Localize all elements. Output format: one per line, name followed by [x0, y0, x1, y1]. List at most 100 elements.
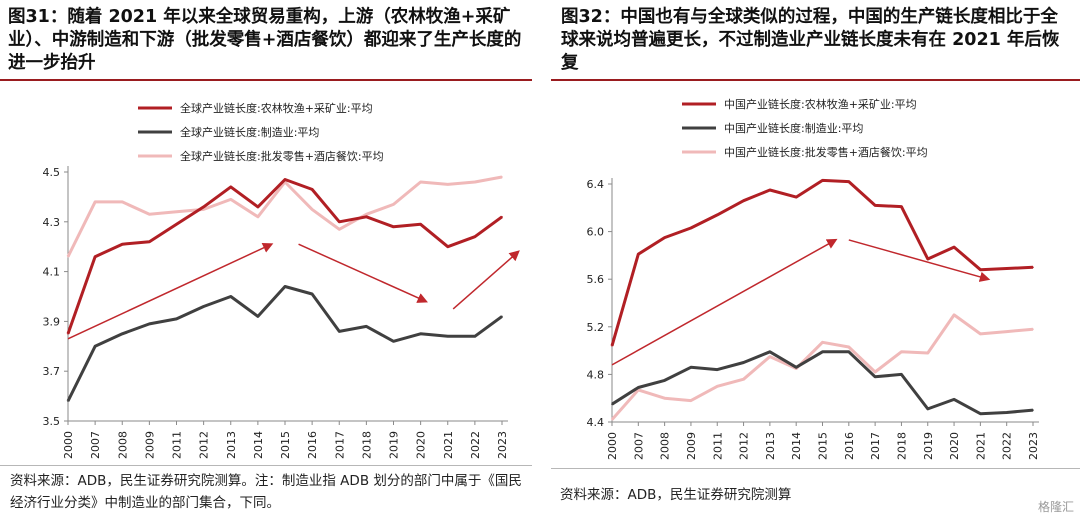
data-point: [148, 323, 151, 325]
data-point: [419, 181, 422, 183]
y-tick-label: 3.5: [43, 415, 61, 428]
data-point: [284, 178, 286, 181]
data-point: [229, 186, 232, 188]
x-tick-label: 2018: [360, 431, 373, 459]
data-point: [848, 180, 850, 183]
legend-label-1: 全球产业链长度:制造业:平均: [180, 125, 319, 139]
data-point: [311, 188, 313, 191]
y-tick-label: 3.7: [43, 365, 61, 378]
data-point: [392, 225, 395, 228]
data-point: [311, 293, 313, 295]
data-point: [979, 268, 982, 271]
x-tick-label: 2000: [606, 432, 619, 460]
x-tick-label: 2014: [252, 431, 265, 459]
data-point: [501, 176, 503, 178]
x-tick-label: 2011: [711, 432, 724, 460]
trend-arrow-2: [452, 250, 520, 310]
data-point: [769, 355, 771, 358]
y-tick-label: 4.4: [587, 416, 605, 429]
data-point: [338, 221, 341, 223]
x-tick-label: 2014: [790, 432, 803, 460]
legend-label-0: 中国产业链长度:农林牧渔+采矿业:平均: [724, 97, 917, 111]
legend-label-0: 全球产业链长度:农林牧渔+采矿业:平均: [180, 101, 373, 115]
data-point: [848, 350, 850, 353]
data-point: [716, 214, 719, 216]
data-point: [202, 206, 205, 208]
data-point: [637, 386, 640, 389]
data-point: [474, 235, 476, 238]
data-point: [474, 335, 476, 338]
y-tick-label: 4.3: [43, 216, 61, 229]
trend-arrow-1: [298, 243, 428, 303]
data-point: [67, 400, 69, 402]
data-point: [67, 255, 69, 258]
data-point: [202, 305, 205, 308]
note-rule-right: [551, 468, 1080, 469]
x-tick-label: 2016: [306, 431, 319, 459]
data-point: [311, 208, 313, 211]
data-point: [365, 213, 368, 216]
title-rule-right: [551, 79, 1080, 81]
data-point: [874, 371, 876, 373]
data-point: [742, 378, 745, 380]
series-line-1: [66, 285, 503, 402]
data-point: [979, 333, 982, 335]
data-point: [392, 340, 395, 343]
data-point: [821, 341, 824, 344]
data-point: [900, 373, 903, 376]
y-tick-label: 5.2: [587, 321, 605, 334]
data-point: [338, 228, 341, 231]
data-point: [821, 350, 824, 353]
data-point: [1005, 330, 1008, 333]
x-tick-label: 2019: [922, 432, 935, 460]
data-point: [501, 315, 503, 318]
x-tick-label: 2007: [89, 431, 102, 459]
data-point: [121, 243, 124, 246]
x-tick-label: 2015: [817, 432, 830, 460]
figure-31-source-note: 资料来源：ADB，民生证券研究院测算。注：制造业指 ADB 划分的部门中属于《国…: [10, 473, 522, 511]
data-point: [121, 201, 124, 203]
data-point: [94, 201, 96, 203]
data-point: [67, 333, 69, 335]
x-tick-label: 2013: [225, 431, 238, 459]
x-tick-label: 2011: [171, 431, 184, 459]
data-point: [953, 398, 955, 401]
data-point: [637, 253, 640, 256]
x-tick-label: 2009: [143, 431, 156, 459]
data-point: [94, 255, 96, 258]
x-tick-label: 2022: [1001, 432, 1014, 460]
data-point: [690, 399, 692, 402]
series-line-0: [66, 178, 503, 335]
y-tick-label: 4.8: [587, 368, 605, 381]
data-point: [690, 227, 692, 229]
watermark-logo: 格隆汇: [1037, 500, 1074, 514]
x-tick-label: 2017: [333, 431, 346, 459]
data-point: [1032, 266, 1034, 269]
data-point: [501, 216, 503, 218]
series-line-2: [66, 175, 503, 258]
data-point: [953, 314, 955, 316]
x-tick-label: 2012: [198, 431, 211, 459]
data-point: [900, 205, 903, 208]
x-tick-label: 2021: [974, 432, 987, 460]
legend-label-1: 中国产业链长度:制造业:平均: [724, 121, 863, 135]
x-tick-label: 2023: [496, 431, 509, 459]
data-point: [716, 368, 719, 371]
data-point: [1005, 267, 1008, 270]
series-line-2: [610, 313, 1034, 421]
data-point: [611, 345, 613, 347]
data-point: [1032, 328, 1034, 330]
data-point: [611, 403, 613, 405]
data-point: [446, 245, 449, 248]
data-point: [446, 335, 449, 338]
y-tick-label: 5.6: [587, 273, 605, 286]
data-point: [365, 216, 368, 218]
x-tick-label: 2022: [469, 431, 482, 459]
x-tick-label: 2000: [62, 431, 75, 459]
data-point: [474, 181, 476, 183]
data-point: [257, 315, 259, 318]
series-line-0: [610, 178, 1034, 347]
data-point: [769, 189, 771, 191]
x-tick-label: 2008: [659, 432, 672, 460]
data-point: [874, 204, 876, 207]
